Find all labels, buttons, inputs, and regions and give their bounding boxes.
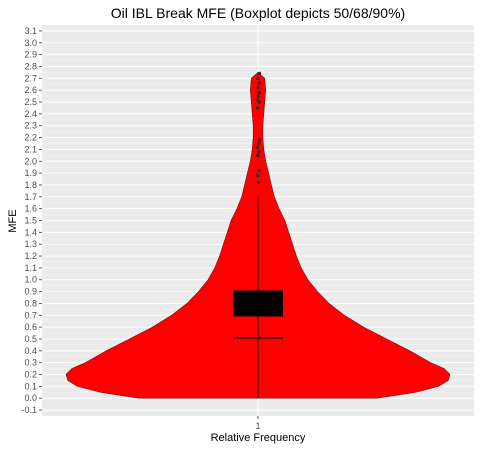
y-tick-label: 1.6 xyxy=(24,204,37,214)
outlier-point xyxy=(257,149,261,154)
violin-marks xyxy=(65,71,451,399)
y-tick-label: 1.7 xyxy=(24,192,37,202)
outlier-point xyxy=(256,94,261,98)
y-tick-label: 1.8 xyxy=(24,180,37,190)
y-tick-label: 0.0 xyxy=(24,393,37,403)
y-tick-label: 2.1 xyxy=(24,144,37,154)
y-tick-label: 2.8 xyxy=(24,61,37,71)
y-tick-label: 0.3 xyxy=(24,358,37,368)
y-tick-label: 2.3 xyxy=(24,121,37,131)
outlier-point xyxy=(256,180,261,185)
outlier-point xyxy=(257,90,262,95)
x-axis-title: Relative Frequency xyxy=(211,432,306,444)
y-tick-label: 0.2 xyxy=(24,370,37,380)
y-tick-label: 2.7 xyxy=(24,73,37,83)
y-tick-label: 3.1 xyxy=(24,26,37,36)
y-axis-title: MFE xyxy=(7,209,19,232)
outlier-point xyxy=(256,141,261,146)
y-tick-label: 0.8 xyxy=(24,298,37,308)
y-tick-label: 2.5 xyxy=(24,97,37,107)
y-tick-label: 1.3 xyxy=(24,239,37,249)
y-tick-label: 2.6 xyxy=(24,85,37,95)
outlier-point xyxy=(255,97,260,102)
y-tick-label: 1.9 xyxy=(24,168,37,178)
outlier-point xyxy=(256,76,260,81)
outlier-point xyxy=(257,168,261,173)
y-tick-label: 0.5 xyxy=(24,334,37,344)
y-tick-label: 0.6 xyxy=(24,322,37,332)
x-axis: 1 xyxy=(255,416,261,431)
outlier-point xyxy=(255,106,260,110)
box-rect xyxy=(233,290,283,317)
y-tick-label: 0.9 xyxy=(24,287,37,297)
y-tick-label: 0.1 xyxy=(24,381,37,391)
outlier-point xyxy=(256,153,260,158)
outlier-point xyxy=(257,71,262,76)
y-tick-label: 2.0 xyxy=(24,156,37,166)
y-tick-label: 1.4 xyxy=(24,227,37,237)
outlier-point xyxy=(256,85,260,90)
y-tick-label: 1.2 xyxy=(24,251,37,261)
x-tick-label: 1 xyxy=(255,421,260,431)
y-tick-label: 2.9 xyxy=(24,50,37,60)
outlier-point xyxy=(255,173,260,178)
y-tick-label: 1.1 xyxy=(24,263,37,273)
y-tick-label: 2.4 xyxy=(24,109,37,119)
y-tick-label: -0.1 xyxy=(21,405,37,415)
y-tick-label: 1.5 xyxy=(24,216,37,226)
y-tick-label: 0.4 xyxy=(24,346,37,356)
outlier-point xyxy=(257,100,262,104)
y-tick-label: 2.2 xyxy=(24,133,37,143)
outlier-point xyxy=(257,81,262,85)
y-tick-label: 1.0 xyxy=(24,275,37,285)
y-tick-label: 0.7 xyxy=(24,310,37,320)
outlier-point xyxy=(255,145,260,149)
y-axis: -0.1 0.0 0.10.2 0.3 0.4 0.5 0.6 0.7 0.80.9 1.0 1.1… xyxy=(21,26,42,415)
outlier-point xyxy=(257,138,262,142)
chart-title: Oil IBL Break MFE (Boxplot depicts 50/68… xyxy=(111,5,405,21)
y-tick-label: 3.0 xyxy=(24,38,37,48)
